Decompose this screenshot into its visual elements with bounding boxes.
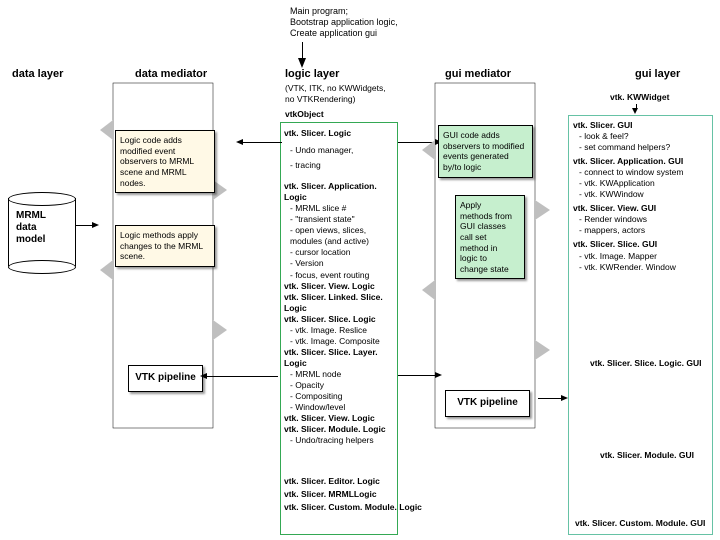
mrml-label: MRML data model	[16, 210, 46, 246]
cyl-arrow-head	[92, 222, 99, 228]
mid-arrow-line	[398, 375, 438, 376]
note-gui-observers: GUI code adds observers to modified even…	[438, 125, 533, 178]
vtk-object: vtkObject	[285, 109, 324, 120]
mid-arrow-head	[435, 372, 442, 378]
vtk-pipeline-right: VTK pipeline	[445, 390, 530, 417]
pl-arrow-head	[200, 373, 207, 379]
slice-logic-gui: vtk. Slicer. Slice. Logic. GUI	[590, 358, 702, 369]
top-arrow-head	[298, 58, 306, 68]
note-logic-observers: Logic code adds modified event observers…	[115, 130, 215, 193]
logic-subtitle: (VTK, ITK, no KWWidgets, no VTKRendering…	[285, 83, 395, 105]
hdr-gui-mediator: gui mediator	[445, 68, 511, 80]
hdr-data-layer: data layer	[12, 68, 63, 80]
logic-content: vtk. Slicer. Logic - Undo manager, - tra…	[284, 128, 396, 446]
module-gui: vtk. Slicer. Module. GUI	[600, 450, 694, 461]
mid-arrow2-head	[561, 395, 568, 401]
arr1b-line	[242, 142, 282, 143]
gui-content: vtk. Slicer. GUI - look & feel? - set co…	[573, 120, 713, 273]
hdr-logic-layer: logic layer	[285, 68, 339, 80]
mrml-logic: vtk. Slicer. MRMLLogic	[284, 489, 377, 500]
editor-logic: vtk. Slicer. Editor. Logic	[284, 476, 380, 487]
hdr-data-mediator: data mediator	[135, 68, 207, 80]
kw-arrow-head	[632, 108, 638, 114]
note-logic-methods: Logic methods apply changes to the MRML …	[115, 225, 215, 267]
arr1b-head	[236, 139, 243, 145]
top-text: Main program; Bootstrap application logi…	[290, 6, 398, 38]
hdr-gui-layer: gui layer	[635, 68, 680, 80]
custom-module-gui: vtk. Slicer. Custom. Module. GUI	[575, 518, 705, 529]
vtk-kwwidget: vtk. KWWidget	[610, 92, 669, 103]
note-apply-methods: Apply methods from GUI classes call set …	[455, 195, 525, 279]
custom-module-logic: vtk. Slicer. Custom. Module. Logic	[284, 502, 422, 513]
vtk-pipeline-left: VTK pipeline	[128, 365, 203, 392]
pl-arrow-line	[206, 376, 278, 377]
